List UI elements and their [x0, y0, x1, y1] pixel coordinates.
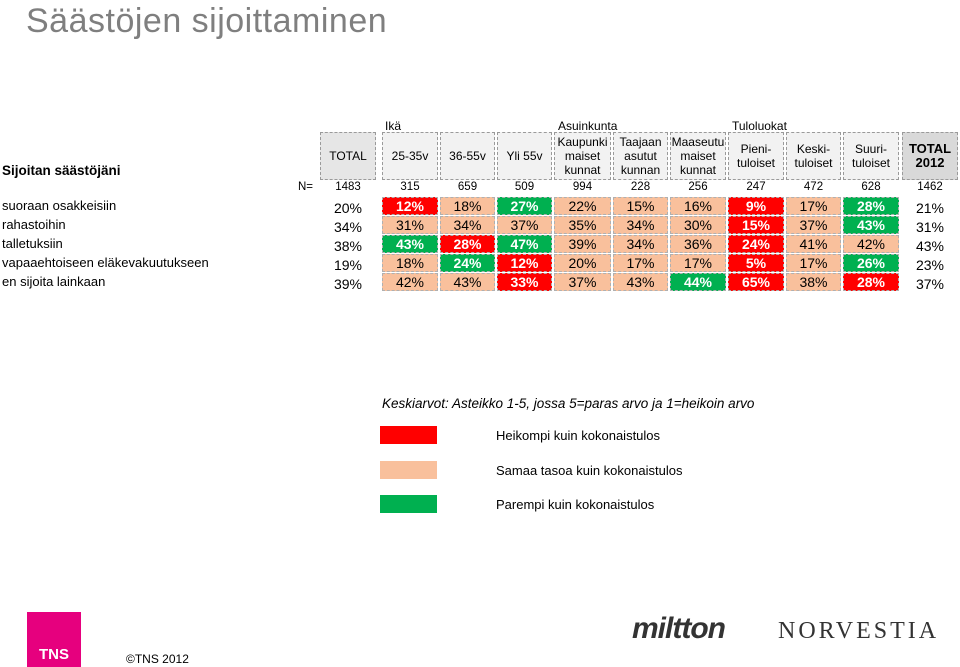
table-cell: 34% — [333, 219, 363, 235]
table-side-title: Sijoitan säästöjäni — [2, 163, 121, 178]
table-cell: 16% — [670, 197, 726, 215]
column-header-4: Kaupunki maiset kunnat — [554, 132, 611, 180]
table-cell: 36% — [670, 235, 726, 253]
table-cell: 19% — [333, 257, 363, 273]
row-label: rahastoihin — [2, 217, 66, 232]
column-header-10: TOTAL 2012 — [902, 132, 958, 180]
legend-label: Parempi kuin kokonaistulos — [496, 497, 655, 512]
table-cell: 28% — [843, 197, 899, 215]
table-cell: 37% — [554, 273, 611, 291]
table-cell: 31% — [382, 216, 438, 234]
n-value: 228 — [630, 181, 651, 193]
table-cell: 17% — [670, 254, 726, 272]
table-cell: 18% — [382, 254, 438, 272]
table-cell: 15% — [613, 197, 668, 215]
copyright-text: ©TNS 2012 — [126, 652, 189, 666]
table-cell: 42% — [843, 235, 899, 253]
table-cell: 22% — [554, 197, 611, 215]
n-value: 1483 — [335, 181, 361, 193]
row-label: suoraan osakkeisiin — [2, 198, 117, 213]
table-cell: 34% — [613, 216, 668, 234]
table-cell: 15% — [728, 216, 784, 234]
column-header-8: Keski- tuloiset — [786, 132, 841, 180]
table-cell: 20% — [554, 254, 611, 272]
table-cell: 43% — [915, 238, 945, 254]
table-cell: 31% — [915, 219, 945, 235]
row-label: vapaaehtoiseen eläkevakuutukseen — [2, 255, 209, 270]
table-cell: 43% — [382, 235, 438, 253]
table-cell: 20% — [333, 200, 363, 216]
table-cell: 65% — [728, 273, 784, 291]
column-header-2: 36-55v — [440, 132, 495, 180]
table-cell: 37% — [497, 216, 552, 234]
table-cell: 23% — [915, 257, 945, 273]
row-label: talletuksiin — [2, 236, 63, 251]
table-cell: 43% — [613, 273, 668, 291]
table-cell: 18% — [440, 197, 495, 215]
n-value: 315 — [400, 181, 420, 193]
tns-logo: TNS — [27, 612, 81, 667]
table-cell: 27% — [497, 197, 552, 215]
table-cell: 39% — [554, 235, 611, 253]
table-cell: 42% — [382, 273, 438, 291]
group-label-asuinkunta: Asuinkunta — [558, 119, 618, 133]
table-cell: 21% — [915, 200, 945, 216]
table-cell: 44% — [670, 273, 726, 291]
column-header-3: Yli 55v — [497, 132, 552, 180]
n-value: 472 — [803, 181, 824, 193]
table-cell: 34% — [613, 235, 668, 253]
column-header-5: Taajaan asutut kunnan — [613, 132, 668, 180]
table-cell: 26% — [843, 254, 899, 272]
table-cell: 39% — [333, 276, 363, 292]
table-cell: 35% — [554, 216, 611, 234]
n-value: 1462 — [917, 181, 943, 193]
norvestia-logo: NORVESTIA — [778, 618, 940, 644]
n-value: 247 — [746, 181, 766, 193]
legend-swatch — [380, 426, 437, 444]
table-cell: 43% — [440, 273, 495, 291]
n-value: 509 — [514, 181, 535, 193]
table-cell: 24% — [440, 254, 495, 272]
table-cell: 28% — [440, 235, 495, 253]
table-cell: 28% — [843, 273, 899, 291]
table-cell: 12% — [497, 254, 552, 272]
column-header-6: Maaseutu maiset kunnat — [670, 132, 726, 180]
table-cell: 17% — [786, 197, 841, 215]
miltton-logo: miltton — [632, 612, 726, 645]
table-cell: 38% — [786, 273, 841, 291]
table-cell: 30% — [670, 216, 726, 234]
table-cell: 38% — [333, 238, 363, 254]
legend-label: Heikompi kuin kokonaistulos — [496, 428, 661, 443]
column-header-0: TOTAL — [320, 132, 376, 180]
n-value: 628 — [861, 181, 881, 193]
table-cell: 47% — [497, 235, 552, 253]
group-label-tuloluokat: Tuloluokat — [732, 119, 787, 133]
legend-label: Samaa tasoa kuin kokonaistulos — [496, 463, 683, 478]
legend-swatch — [380, 461, 437, 479]
table-cell: 17% — [786, 254, 841, 272]
legend-title: Keskiarvot: Asteikko 1-5, jossa 5=paras … — [382, 396, 755, 411]
n-value: 659 — [457, 181, 478, 193]
group-label-ika: Ikä — [385, 119, 402, 133]
table-cell: 33% — [497, 273, 552, 291]
column-header-9: Suuri- tuloiset — [843, 132, 899, 180]
column-header-7: Pieni- tuloiset — [728, 132, 784, 180]
n-value: 994 — [572, 181, 593, 193]
table-cell: 41% — [786, 235, 841, 253]
table-cell: 5% — [728, 254, 784, 272]
table-cell: 12% — [382, 197, 438, 215]
row-label: en sijoita lainkaan — [2, 274, 106, 289]
table-cell: 17% — [613, 254, 668, 272]
table-cell: 43% — [843, 216, 899, 234]
table-cell: 24% — [728, 235, 784, 253]
n-value: 256 — [688, 181, 708, 193]
table-cell: 37% — [786, 216, 841, 234]
table-cell: 37% — [915, 276, 945, 292]
legend-swatch — [380, 495, 437, 513]
table-cell: 9% — [728, 197, 784, 215]
n-label: N= — [298, 181, 314, 193]
table-cell: 34% — [440, 216, 495, 234]
page-title: Säästöjen sijoittaminen — [26, 2, 388, 40]
column-header-1: 25-35v — [382, 132, 438, 180]
